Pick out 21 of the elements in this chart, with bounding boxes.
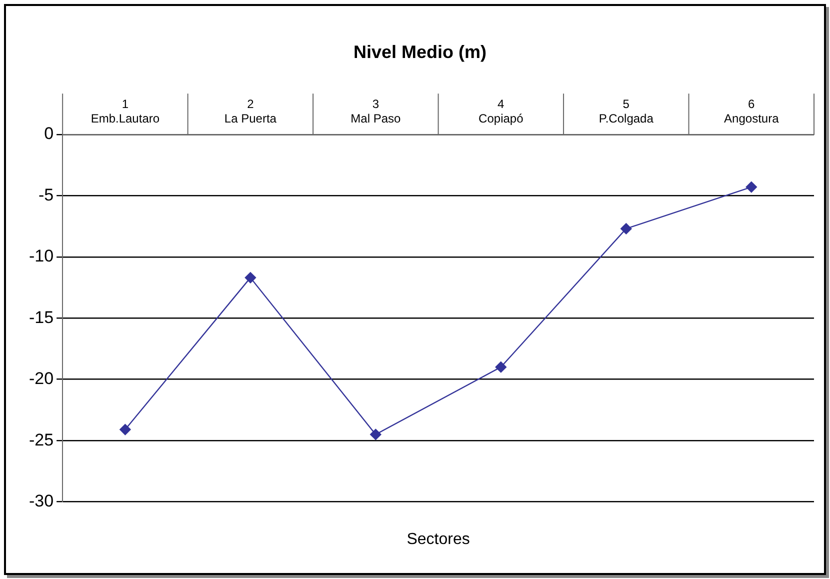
x-tick-label: 6 Angostura <box>724 97 780 126</box>
point <box>244 272 256 284</box>
point <box>620 223 632 234</box>
x-tick-label: 1 Emb.Lautaro <box>90 97 160 126</box>
y-tick-label: -15 <box>28 308 54 327</box>
point <box>495 361 507 373</box>
chart-title: Nivel Medio (m) <box>353 42 487 62</box>
x-axis-title: Sectores <box>406 530 470 548</box>
x-tick-label: 3 Mal Paso <box>350 97 401 126</box>
point <box>746 181 757 193</box>
x-tick-label: 4 Copiapó <box>478 97 524 126</box>
point <box>370 428 382 440</box>
y-tick-label: -5 <box>38 185 54 204</box>
y-tick-label: -10 <box>28 246 54 266</box>
y-tick-label: -20 <box>28 369 54 388</box>
x-tick-label: 5 P.Colgada <box>598 97 654 126</box>
x-tick-label: 2 La Puerta <box>224 97 277 126</box>
y-tick-label: -25 <box>28 430 54 450</box>
y-tick-label: -30 <box>28 491 54 510</box>
point <box>120 424 131 436</box>
y-tick-label: 0 <box>44 124 54 144</box>
